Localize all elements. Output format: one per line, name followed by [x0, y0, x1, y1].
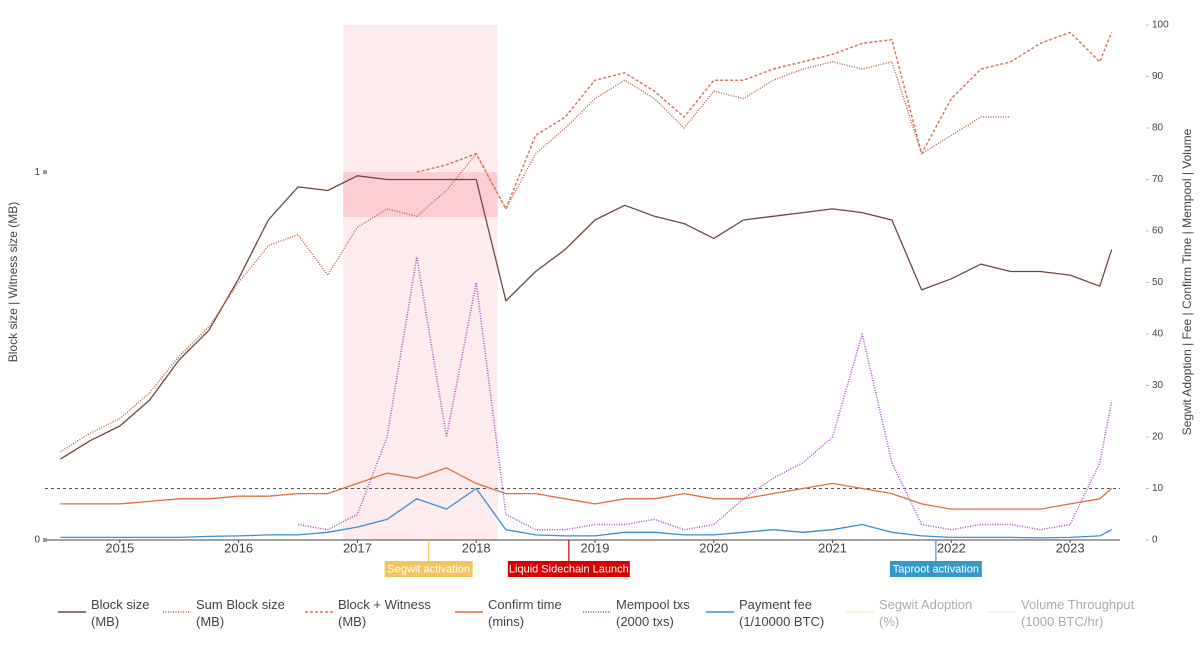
- y-tick: [43, 170, 47, 175]
- series-line: [60, 467, 1113, 510]
- x-tick-label: 2021: [818, 540, 847, 555]
- y2-tick-label: 70: [1152, 174, 1164, 185]
- y2-tick-label: 90: [1152, 71, 1164, 82]
- y2-axis-title: Segwit Adoption | Fee | Confirm Time | M…: [1180, 128, 1194, 435]
- highlight-region: [343, 25, 498, 540]
- legend-label: Sum Block size (MB): [196, 597, 285, 629]
- y2-tick-label: 20: [1152, 432, 1164, 443]
- y2-tick-label: 50: [1152, 277, 1164, 288]
- x-tick-label: 2020: [699, 540, 728, 555]
- legend-label: Block size (MB): [91, 597, 150, 629]
- y2-tick-label: 80: [1152, 123, 1164, 134]
- annotation-label: Segwit activation: [387, 563, 470, 575]
- annotation-box: [507, 561, 630, 577]
- series-line: [60, 61, 1011, 453]
- y2-tick-label: 40: [1152, 329, 1164, 340]
- legend-label: Segwit Adoption (%): [879, 597, 972, 629]
- annotation-label: Taproot activation: [893, 563, 979, 575]
- legend-label: Block + Witness (MB): [338, 597, 431, 629]
- legend-label: Mempool txs (2000 txs): [616, 597, 690, 629]
- y2-tick-label: 30: [1152, 380, 1164, 391]
- x-tick-label: 2019: [581, 540, 610, 555]
- series-line: [297, 256, 1113, 531]
- x-tick-label: 2018: [462, 540, 491, 555]
- y2-tick-label: 100: [1152, 20, 1169, 31]
- x-tick-label: 2023: [1056, 540, 1085, 555]
- y2-tick-label: 0: [1152, 535, 1158, 546]
- annotation-box: [384, 561, 473, 577]
- series-line: [60, 175, 1113, 460]
- y2-tick-label: 60: [1152, 226, 1164, 237]
- x-tick-label: 2016: [224, 540, 253, 555]
- y-tick-label: 1: [34, 167, 40, 178]
- y-tick: [43, 538, 47, 542]
- annotation-box: [889, 561, 982, 577]
- series-line: [416, 31, 1113, 210]
- y-tick-label: 0: [34, 535, 40, 546]
- y2-tick-label: 10: [1152, 483, 1164, 494]
- y-axis-title: Block size | Witness size (MB): [6, 202, 20, 362]
- x-tick-label: 2017: [343, 540, 372, 555]
- annotation-label: Liquid Sidechain Launch: [509, 563, 629, 575]
- x-tick-label: 2022: [937, 540, 966, 555]
- x-tick-label: 2015: [105, 540, 134, 555]
- legend-label: Volume Throughput (1000 BTC/hr): [1021, 597, 1135, 629]
- legend-label: Confirm time (mins): [488, 597, 562, 629]
- shapes: [343, 25, 498, 540]
- series-line: [60, 487, 1113, 539]
- legend-label: Payment fee (1/10000 BTC): [739, 597, 824, 629]
